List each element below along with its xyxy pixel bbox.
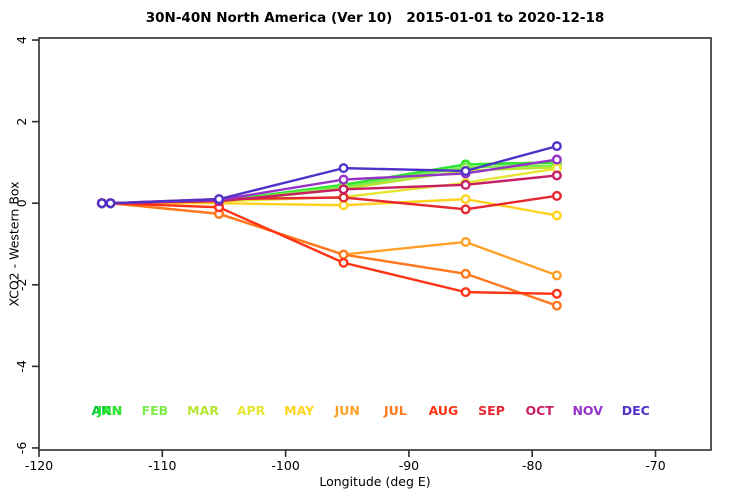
series-marker-sep bbox=[338, 192, 349, 203]
series-line-dec bbox=[101, 144, 558, 205]
legend-label-oct: OCT bbox=[525, 403, 554, 418]
series-marker-oct bbox=[460, 179, 471, 190]
series-marker-sep bbox=[551, 190, 562, 201]
series-line-jul bbox=[101, 202, 558, 307]
series-marker-aug bbox=[338, 257, 349, 268]
y-tick-label: -6 bbox=[14, 442, 29, 455]
legend-label-sep: SEP bbox=[478, 403, 505, 418]
legend-label-feb: FEB bbox=[142, 403, 169, 418]
series-line-aug bbox=[101, 202, 557, 295]
x-tick-label: -80 bbox=[522, 458, 542, 473]
y-tick-label: 2 bbox=[14, 118, 29, 126]
series-marker-dec bbox=[460, 165, 471, 176]
series-marker-jul bbox=[460, 268, 471, 279]
series-line-jun bbox=[101, 202, 558, 277]
series-marker-may bbox=[460, 194, 471, 205]
x-tick-label: -100 bbox=[271, 458, 299, 473]
series-marker-dec bbox=[214, 194, 225, 205]
x-axis-label: Longitude (deg E) bbox=[319, 474, 431, 489]
chart-title: 30N-40N North America (Ver 10) 2015-01-0… bbox=[145, 10, 605, 26]
series-marker-oct bbox=[338, 184, 349, 195]
legend-label-ann: ANN bbox=[92, 403, 123, 418]
legend-label-jun: JUN bbox=[334, 403, 360, 418]
x-tick-label: -90 bbox=[399, 458, 419, 473]
x-tick-label: -110 bbox=[148, 458, 176, 473]
series-marker-aug bbox=[551, 288, 562, 299]
series-marker-aug bbox=[460, 287, 471, 298]
legend-label-jul: JUL bbox=[383, 403, 407, 418]
series-marker-jun bbox=[460, 236, 471, 247]
series-marker-dec bbox=[105, 198, 116, 209]
x-tick-label: -70 bbox=[645, 458, 665, 473]
y-tick-label: -4 bbox=[14, 360, 29, 373]
series-marker-jun bbox=[551, 270, 562, 281]
y-tick-label: 0 bbox=[14, 199, 29, 207]
series-marker-jul bbox=[551, 300, 562, 311]
series-marker-nov bbox=[551, 154, 562, 165]
plot-box bbox=[38, 37, 712, 451]
legend-label-jan: JAN bbox=[97, 403, 123, 418]
series-marker-may bbox=[551, 210, 562, 221]
legend-label-may: MAY bbox=[284, 403, 315, 418]
series-marker-dec bbox=[96, 198, 107, 209]
legend-label-aug: AUG bbox=[429, 403, 459, 418]
series-marker-sep bbox=[460, 204, 471, 215]
series-marker-oct bbox=[551, 170, 562, 181]
series-marker-nov bbox=[338, 174, 349, 185]
y-tick-label: 4 bbox=[14, 36, 29, 44]
series-marker-may bbox=[338, 200, 349, 211]
legend-label-nov: NOV bbox=[572, 403, 603, 418]
y-tick-label: -2 bbox=[14, 279, 29, 291]
legend-label-apr: APR bbox=[237, 403, 266, 418]
series-marker-dec bbox=[551, 141, 562, 152]
series-marker-jul bbox=[338, 249, 349, 260]
x-tick-label: -120 bbox=[25, 458, 53, 473]
legend-label-dec: DEC bbox=[622, 403, 650, 418]
legend-label-mar: MAR bbox=[187, 403, 219, 418]
series-marker-dec bbox=[338, 163, 349, 174]
